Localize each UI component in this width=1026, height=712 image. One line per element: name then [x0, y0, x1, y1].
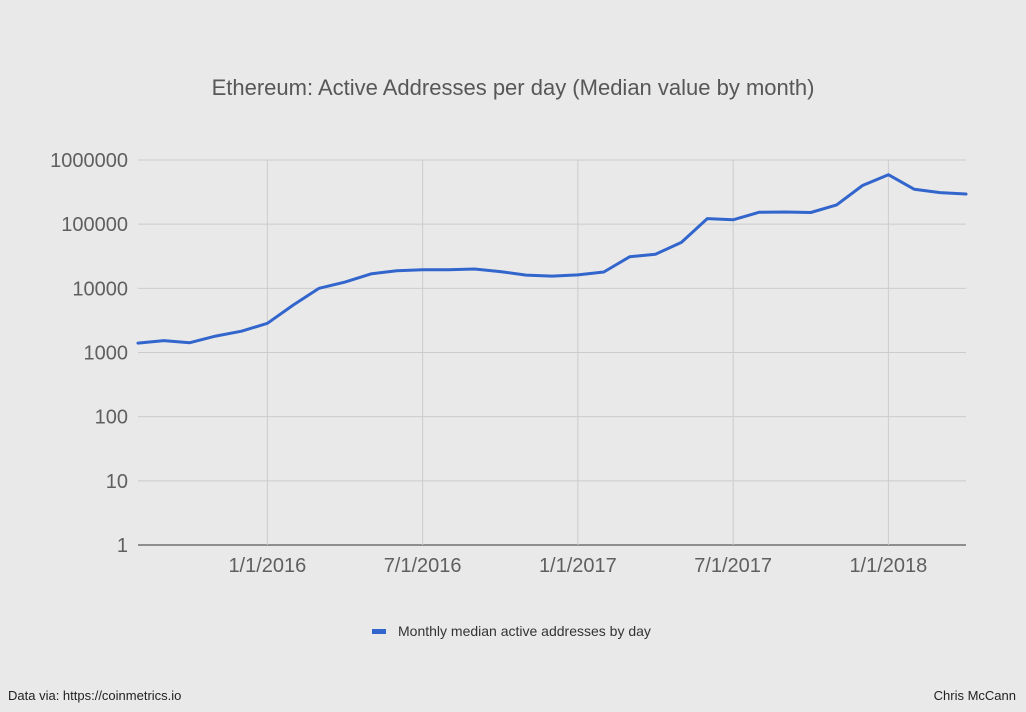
series-line[interactable]: [136, 173, 968, 345]
data-point[interactable]: [393, 267, 401, 275]
y-tick-label: 10: [106, 471, 128, 493]
data-point[interactable]: [807, 209, 815, 217]
axis-layer: 1 10 100 1000 10000 100000 1000000 1/1/2016 7/1/…: [50, 150, 927, 577]
data-point[interactable]: [755, 208, 763, 216]
data-point[interactable]: [677, 238, 685, 246]
data-point[interactable]: [419, 266, 427, 274]
data-point[interactable]: [548, 272, 556, 280]
legend-label-active-addresses: Monthly median active addresses by day: [398, 623, 651, 639]
y-tick-label: 1000000: [50, 150, 128, 172]
data-point[interactable]: [833, 201, 841, 209]
legend[interactable]: Monthly median active addresses by day: [372, 623, 651, 639]
data-point[interactable]: [729, 216, 737, 224]
data-point[interactable]: [859, 182, 867, 190]
data-point[interactable]: [445, 266, 453, 274]
data-point[interactable]: [574, 271, 582, 279]
data-point[interactable]: [962, 190, 970, 198]
x-tick-label: 7/1/2017: [694, 555, 772, 577]
x-tick-label: 1/1/2017: [539, 555, 617, 577]
y-tick-label: 100000: [61, 214, 128, 236]
y-tick-label: 1000: [84, 343, 129, 365]
y-tick-label: 100: [95, 407, 128, 429]
data-point[interactable]: [289, 301, 297, 309]
data-point[interactable]: [186, 339, 194, 347]
data-point[interactable]: [522, 271, 530, 279]
legend-swatch-active-addresses: [372, 629, 386, 634]
data-point[interactable]: [626, 253, 634, 261]
data-point[interactable]: [496, 268, 504, 276]
data-point[interactable]: [160, 337, 168, 345]
data-point[interactable]: [936, 189, 944, 197]
x-tick-label: 1/1/2016: [228, 555, 306, 577]
y-tick-label: 1: [117, 535, 128, 557]
data-point[interactable]: [212, 332, 220, 340]
footer-author: Chris McCann: [933, 688, 1016, 703]
grid-layer: [138, 159, 966, 546]
data-point[interactable]: [470, 265, 478, 273]
data-point[interactable]: [134, 339, 142, 347]
data-point[interactable]: [315, 284, 323, 292]
x-tick-label: 1/1/2018: [849, 555, 927, 577]
series-layer: [134, 171, 970, 347]
data-point[interactable]: [600, 268, 608, 276]
data-point[interactable]: [367, 270, 375, 278]
x-tick-label: 7/1/2016: [384, 555, 462, 577]
data-point[interactable]: [263, 319, 271, 327]
data-point[interactable]: [238, 327, 246, 335]
y-tick-label: 10000: [72, 278, 128, 300]
data-point[interactable]: [910, 185, 918, 193]
chart-title: Ethereum: Active Addresses per day (Medi…: [212, 75, 815, 100]
data-point[interactable]: [652, 250, 660, 258]
footer-source: Data via: https://coinmetrics.io: [8, 688, 182, 703]
data-point[interactable]: [884, 171, 892, 179]
data-point[interactable]: [341, 278, 349, 286]
data-point[interactable]: [703, 215, 711, 223]
data-point[interactable]: [781, 208, 789, 216]
